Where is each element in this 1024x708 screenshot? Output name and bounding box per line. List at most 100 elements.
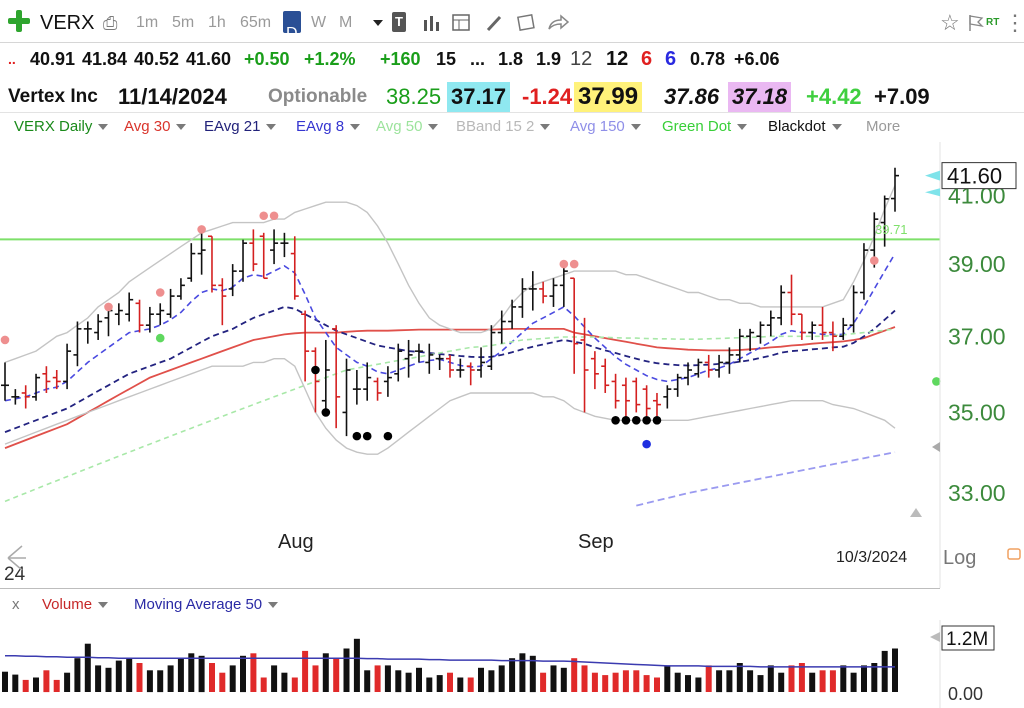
last-price-label: 41.60 (947, 164, 1002, 189)
legend-item-avg50[interactable]: Avg 50 (376, 113, 439, 141)
ohlc-bar (270, 229, 279, 265)
quote-change-pct: +1.2% (304, 49, 356, 69)
ohlc-bar (197, 229, 206, 275)
tf-monthly[interactable]: M (339, 14, 353, 31)
volume-bar (12, 674, 19, 692)
volume-bar (240, 655, 246, 693)
volume-bar (405, 672, 412, 692)
printer-icon[interactable]: ⎙ (103, 13, 118, 33)
volume-bar (447, 672, 453, 692)
more-menu-icon[interactable]: ⋮ (1004, 10, 1024, 35)
volume-bar (302, 650, 309, 692)
scroll-down-icon[interactable] (910, 508, 922, 517)
volume-tick-top: 1.2M (946, 629, 988, 650)
x-tick-aug: Aug (278, 531, 314, 553)
symbol-input[interactable]: VERX (40, 12, 95, 34)
flag-icon[interactable] (968, 0, 984, 42)
volume-bar (167, 665, 174, 692)
legend-item-avg30[interactable]: Avg 30 (124, 113, 187, 141)
ohlc-bar (11, 389, 20, 405)
quote-field-3: ... (470, 49, 486, 69)
legend-item-bband[interactable]: BBand 15 2 (456, 113, 551, 141)
ohlc-bar (63, 343, 72, 390)
volume-bar (695, 677, 702, 692)
panel-divider (0, 588, 940, 589)
ohlc-bar (352, 370, 361, 405)
ohlc-bar (549, 278, 558, 307)
axis-settings-icon[interactable] (1007, 548, 1021, 560)
text-tool-icon[interactable]: T (392, 12, 406, 32)
ohlc-bar (404, 339, 413, 378)
volume-legend[interactable]: Volume (42, 596, 109, 613)
ohlc-bar (1, 362, 9, 401)
black-dot (621, 415, 631, 425)
volume-bar (457, 677, 464, 692)
price-chart[interactable]: Aug Sep 24 10/3/2024 Log 39.71 33.00 35.0… (0, 142, 1024, 588)
scroll-left-icon[interactable] (7, 545, 26, 571)
y-tick-label: 33.00 (948, 480, 1006, 506)
quote2-field-5: 37.86 (664, 84, 720, 109)
volume-bar (219, 672, 226, 692)
volume-bar (177, 658, 184, 692)
volume-bar (271, 665, 278, 692)
pink-dot (569, 259, 579, 269)
ohlc-bar (342, 358, 351, 437)
volume-chart[interactable]: 1.2M 0.00 (0, 620, 1024, 708)
tf-daily[interactable]: D (283, 11, 301, 42)
ohlc-bar (663, 385, 672, 409)
ohlc-bar (880, 195, 889, 247)
volume-bar (478, 667, 484, 692)
legend-item-daily[interactable]: VERX Daily (14, 113, 109, 141)
tf-weekly[interactable]: W (311, 14, 327, 31)
ohlc-bar (694, 358, 703, 378)
note-icon[interactable] (516, 0, 536, 42)
timeframe-dropdown-icon[interactable] (367, 0, 383, 42)
ohlc-bar (808, 321, 817, 340)
layout-icon[interactable] (452, 0, 472, 42)
draw-pencil-icon[interactable] (485, 0, 503, 42)
log-scale-label[interactable]: Log (943, 547, 976, 569)
ohlc-bar (839, 317, 848, 340)
star-icon[interactable]: ☆ (940, 10, 960, 35)
close-volume-panel[interactable]: x (12, 596, 20, 613)
ohlc-bar (580, 317, 589, 413)
date-readout: 10/3/2024 (836, 549, 907, 566)
legend-item-eavg21[interactable]: EAvg 21 (204, 113, 277, 141)
pink-dot (559, 259, 569, 269)
tf-1h[interactable]: 1h (208, 14, 226, 31)
volume-bar (685, 675, 691, 692)
black-dot (652, 415, 662, 425)
ohlc-bar (735, 328, 744, 363)
volume-bar (602, 675, 609, 692)
legend-item-eavg8[interactable]: EAvg 8 (296, 113, 361, 141)
collapse-axis-icon[interactable] (932, 442, 940, 452)
add-symbol-icon[interactable] (8, 10, 30, 32)
ohlc-bar (104, 306, 113, 337)
ohlc-bar (446, 354, 454, 378)
ohlc-bar (508, 299, 517, 329)
volume-bar (736, 663, 743, 692)
ohlc-bar (414, 343, 423, 363)
legend-more-link[interactable]: More (866, 118, 901, 135)
legend-item-avg150[interactable]: Avg 150 (570, 113, 641, 141)
tf-65m[interactable]: 65m (240, 14, 272, 31)
ohlc-bar (52, 370, 61, 390)
legend-item-green-dot[interactable]: Green Dot (662, 113, 748, 141)
volume-bar (209, 663, 215, 692)
ohlc-bar (787, 274, 796, 326)
tf-5m[interactable]: 5m (172, 14, 195, 31)
ohlc-bar (601, 358, 610, 393)
ohlc-bar (715, 354, 724, 378)
ohlc-bar (249, 229, 258, 272)
volume-ma-legend[interactable]: Moving Average 50 (134, 596, 279, 613)
ohlc-bar (166, 288, 175, 318)
tf-1m[interactable]: 1m (136, 14, 159, 31)
bar-style-icon[interactable] (423, 0, 441, 42)
volume-bar (436, 675, 443, 692)
volume-bar (778, 672, 785, 692)
ohlc-bar (145, 306, 154, 333)
legend-item-blackdot[interactable]: Blackdot (768, 113, 842, 141)
pink-dot (0, 335, 10, 345)
share-arrow-icon[interactable] (547, 0, 570, 42)
ohlc-bar (135, 299, 144, 333)
